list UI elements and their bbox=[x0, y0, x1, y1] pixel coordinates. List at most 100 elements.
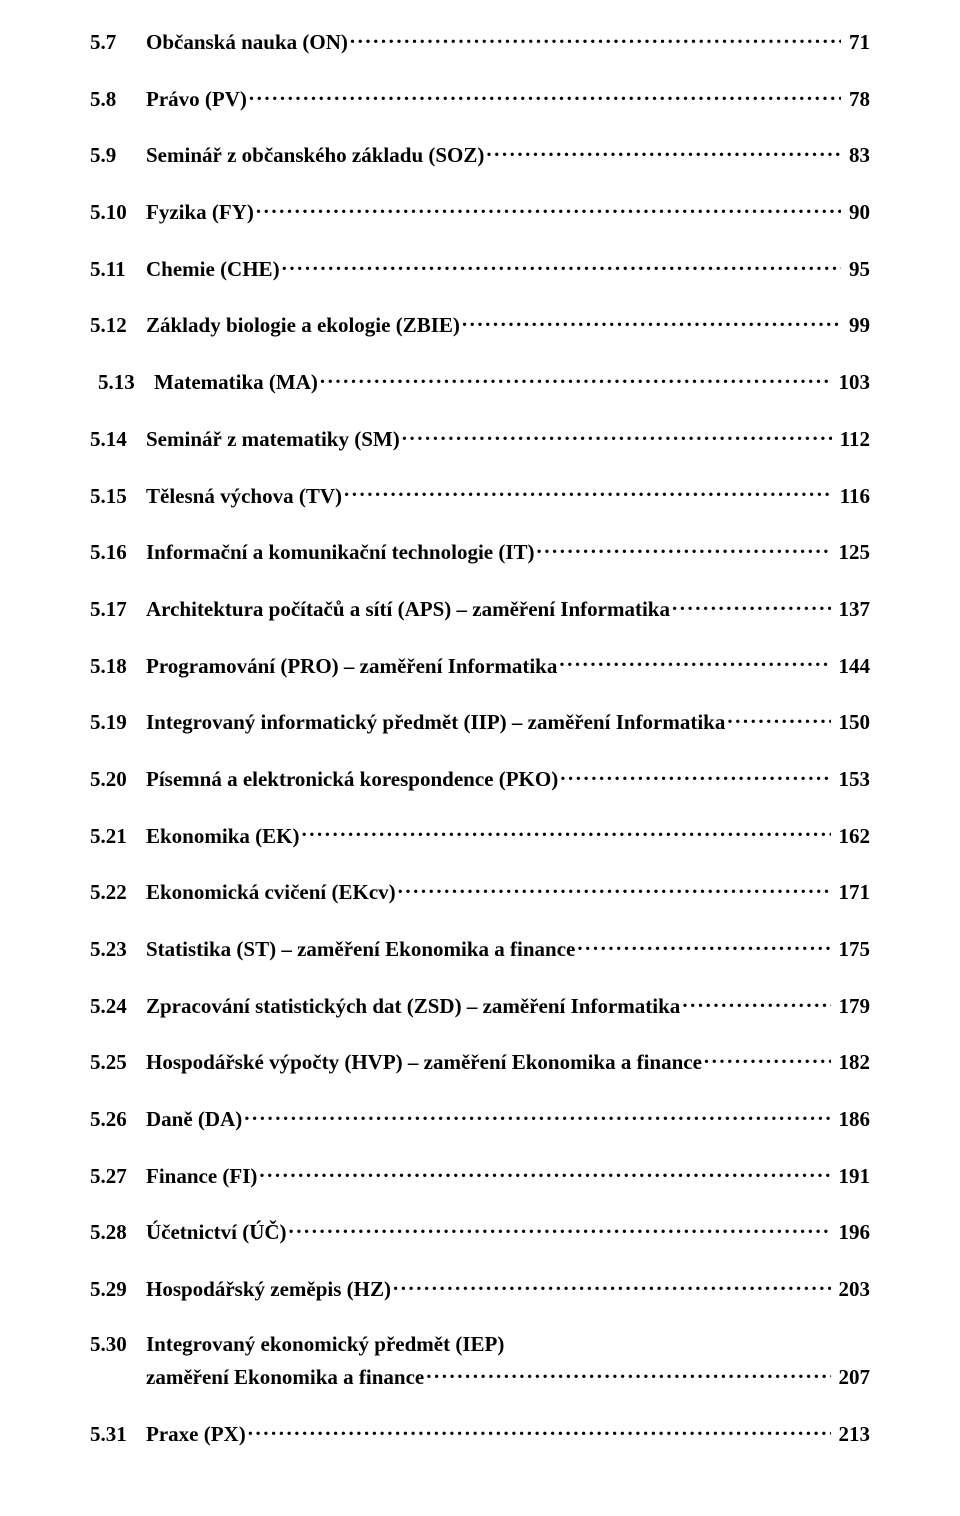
toc-leader bbox=[402, 425, 832, 446]
toc-leader bbox=[727, 708, 830, 729]
toc-entry: 5.28 Účetnictví (ÚČ) 196 bbox=[90, 1218, 870, 1245]
toc-page-number: 78 bbox=[843, 87, 870, 112]
toc-page-number: 90 bbox=[843, 200, 870, 225]
toc-page-number: 116 bbox=[834, 484, 870, 509]
toc-leader bbox=[248, 1420, 831, 1441]
toc-leader bbox=[577, 935, 830, 956]
toc-title: Základy biologie a ekologie (ZBIE) bbox=[146, 313, 460, 338]
toc-entry: 5.30 Integrovaný ekonomický předmět (IEP… bbox=[90, 1332, 870, 1390]
toc-entry: 5.12 Základy biologie a ekologie (ZBIE) … bbox=[90, 311, 870, 338]
toc-page: 5.7 Občanská nauka (ON) 71 5.8 Právo (PV… bbox=[0, 0, 960, 1516]
toc-page-number: 171 bbox=[833, 880, 871, 905]
toc-number: 5.12 bbox=[90, 313, 146, 338]
toc-title: Právo (PV) bbox=[146, 87, 247, 112]
toc-number: 5.29 bbox=[90, 1277, 146, 1302]
toc-page-number: 191 bbox=[833, 1164, 871, 1189]
toc-leader bbox=[682, 992, 830, 1013]
toc-title: Architektura počítačů a sítí (APS) – zam… bbox=[146, 597, 670, 622]
toc-title: Seminář z matematiky (SM) bbox=[146, 427, 400, 452]
toc-title: Seminář z občanského základu (SOZ) bbox=[146, 143, 484, 168]
toc-leader bbox=[289, 1218, 831, 1239]
toc-entry: 5.21 Ekonomika (EK) 162 bbox=[90, 822, 870, 849]
toc-number: 5.31 bbox=[90, 1422, 146, 1447]
toc-title: Ekonomická cvičení (EKcv) bbox=[146, 880, 396, 905]
toc-number: 5.19 bbox=[90, 710, 146, 735]
toc-leader bbox=[672, 595, 831, 616]
toc-entry: 5.8 Právo (PV) 78 bbox=[90, 85, 870, 112]
toc-leader bbox=[559, 652, 830, 673]
toc-number: 5.13 bbox=[90, 370, 154, 395]
toc-entry: 5.16 Informační a komunikační technologi… bbox=[90, 538, 870, 565]
toc-page-number: 112 bbox=[834, 427, 870, 452]
toc-entry: 5.14 Seminář z matematiky (SM) 112 bbox=[90, 425, 870, 452]
toc-number: 5.27 bbox=[90, 1164, 146, 1189]
toc-title: Hospodářský zeměpis (HZ) bbox=[146, 1277, 391, 1302]
toc-title: Integrovaný informatický předmět (IIP) –… bbox=[146, 710, 725, 735]
toc-title: Občanská nauka (ON) bbox=[146, 30, 348, 55]
toc-leader bbox=[320, 368, 831, 389]
toc-page-number: 144 bbox=[833, 654, 871, 679]
toc-title: Písemná a elektronická korespondence (PK… bbox=[146, 767, 558, 792]
toc-number: 5.18 bbox=[90, 654, 146, 679]
toc-page-number: 99 bbox=[843, 313, 870, 338]
toc-title: Hospodářské výpočty (HVP) – zaměření Eko… bbox=[146, 1050, 702, 1075]
toc-leader bbox=[537, 538, 831, 559]
toc-title: Účetnictví (ÚČ) bbox=[146, 1220, 287, 1245]
toc-leader bbox=[344, 482, 832, 503]
toc-entry: 5.23 Statistika (ST) – zaměření Ekonomik… bbox=[90, 935, 870, 962]
toc-page-number: 150 bbox=[833, 710, 871, 735]
toc-number: 5.7 bbox=[90, 30, 146, 55]
toc-page-number: 175 bbox=[833, 937, 871, 962]
toc-page-number: 186 bbox=[833, 1107, 871, 1132]
toc-entry: 5.26 Daně (DA) 186 bbox=[90, 1105, 870, 1132]
toc-number: 5.26 bbox=[90, 1107, 146, 1132]
toc-title: zaměření Ekonomika a finance bbox=[146, 1365, 424, 1390]
toc-page-number: 162 bbox=[833, 824, 871, 849]
toc-title: Daně (DA) bbox=[146, 1107, 242, 1132]
toc-entry: 5.29 Hospodářský zeměpis (HZ) 203 bbox=[90, 1275, 870, 1302]
toc-entry: 5.15 Tělesná výchova (TV) 116 bbox=[90, 482, 870, 509]
toc-title: Tělesná výchova (TV) bbox=[146, 484, 342, 509]
toc-number: 5.16 bbox=[90, 540, 146, 565]
toc-entry: 5.22 Ekonomická cvičení (EKcv) 171 bbox=[90, 878, 870, 905]
toc-leader bbox=[398, 878, 831, 899]
toc-number: 5.22 bbox=[90, 880, 146, 905]
toc-number: 5.10 bbox=[90, 200, 146, 225]
toc-leader bbox=[301, 822, 830, 843]
toc-number: 5.24 bbox=[90, 994, 146, 1019]
toc-leader bbox=[393, 1275, 830, 1296]
toc-number: 5.30 bbox=[90, 1332, 146, 1357]
toc-page-number: 203 bbox=[833, 1277, 871, 1302]
toc-title: Finance (FI) bbox=[146, 1164, 257, 1189]
toc-entry: 5.18 Programování (PRO) – zaměření Infor… bbox=[90, 652, 870, 679]
toc-title: Praxe (PX) bbox=[146, 1422, 246, 1447]
toc-title: Chemie (CHE) bbox=[146, 257, 280, 282]
toc-page-number: 207 bbox=[833, 1365, 871, 1390]
toc-number: 5.28 bbox=[90, 1220, 146, 1245]
toc-page-number: 196 bbox=[833, 1220, 871, 1245]
toc-number: 5.23 bbox=[90, 937, 146, 962]
toc-title: Integrovaný ekonomický předmět (IEP) bbox=[146, 1332, 504, 1357]
toc-entry: 5.10 Fyzika (FY) 90 bbox=[90, 198, 870, 225]
toc-entry: 5.9 Seminář z občanského základu (SOZ) 8… bbox=[90, 141, 870, 168]
toc-leader bbox=[704, 1048, 831, 1069]
toc-leader bbox=[249, 85, 841, 106]
toc-leader bbox=[560, 765, 830, 786]
toc-title: Ekonomika (EK) bbox=[146, 824, 299, 849]
toc-number: 5.15 bbox=[90, 484, 146, 509]
toc-title: Matematika (MA) bbox=[154, 370, 318, 395]
toc-number: 5.9 bbox=[90, 143, 146, 168]
toc-entry: 5.13 Matematika (MA) 103 bbox=[90, 368, 870, 395]
toc-entry: 5.27 Finance (FI) 191 bbox=[90, 1162, 870, 1189]
toc-number: 5.21 bbox=[90, 824, 146, 849]
toc-number: 5.11 bbox=[90, 257, 146, 282]
toc-page-number: 83 bbox=[843, 143, 870, 168]
toc-page-number: 95 bbox=[843, 257, 870, 282]
toc-entry: 5.31 Praxe (PX) 213 bbox=[90, 1420, 870, 1447]
toc-leader bbox=[350, 28, 841, 49]
toc-number: 5.25 bbox=[90, 1050, 146, 1075]
toc-page-number: 103 bbox=[833, 370, 871, 395]
toc-entry: 5.20 Písemná a elektronická korespondenc… bbox=[90, 765, 870, 792]
toc-title: Informační a komunikační technologie (IT… bbox=[146, 540, 535, 565]
toc-page-number: 125 bbox=[833, 540, 871, 565]
